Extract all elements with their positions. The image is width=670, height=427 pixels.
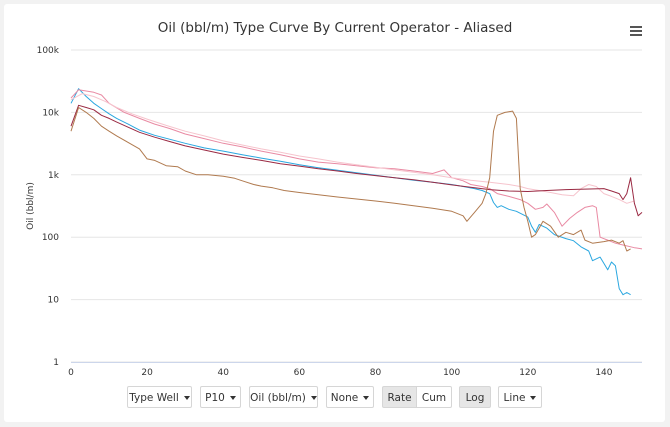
cum-label: Cum (421, 392, 447, 404)
series-line-2 (70, 89, 643, 250)
chart-title: Oil (bbl/m) Type Curve By Current Operat… (157, 20, 513, 36)
x-tick-label: 20 (141, 368, 153, 378)
cum-toggle-button[interactable]: Cum (417, 386, 452, 408)
y-tick-label: 10k (42, 108, 59, 118)
rate-label: Rate (387, 392, 412, 404)
y-tick-label: 1k (48, 171, 60, 181)
series-line-3 (70, 93, 635, 204)
x-tick-label: 60 (294, 368, 306, 378)
y-tick-label: 100 (42, 233, 59, 243)
y-tick-label: 1 (53, 358, 59, 368)
log-label: Log (465, 392, 485, 404)
normalize-dropdown[interactable]: None (326, 386, 374, 408)
menu-icon[interactable] (628, 24, 644, 38)
rate-toggle-button[interactable]: Rate (382, 386, 417, 408)
type-well-dropdown[interactable]: Type Well (127, 386, 192, 408)
x-tick-label: 120 (519, 368, 536, 378)
percentile-dropdown[interactable]: P10 (200, 386, 241, 408)
x-tick-label: 40 (218, 368, 230, 378)
chevron-down-icon (183, 396, 190, 400)
x-tick-label: 140 (595, 368, 612, 378)
y-tick-label: 100k (37, 46, 60, 56)
chevron-down-icon (363, 396, 370, 400)
type-well-label: Type Well (129, 392, 179, 404)
line-style-dropdown[interactable]: Line (498, 386, 542, 408)
metric-label: Oil (bbl/m) (250, 392, 306, 404)
metric-dropdown[interactable]: Oil (bbl/m) (249, 386, 318, 408)
y-tick-label: 10 (48, 296, 60, 306)
log-toggle-button[interactable]: Log (459, 386, 491, 408)
series-line-4 (70, 104, 643, 217)
normalize-label: None (330, 392, 359, 404)
series-line-5 (70, 107, 631, 252)
y-axis-title: Oil (bbl/m) (26, 182, 36, 230)
chevron-down-icon (229, 396, 236, 400)
percentile-label: P10 (205, 392, 225, 404)
line-style-label: Line (503, 392, 526, 404)
chevron-down-icon (310, 396, 317, 400)
x-tick-label: 0 (68, 368, 74, 378)
x-tick-label: 100 (443, 368, 460, 378)
series-line-1 (70, 88, 631, 296)
x-tick-label: 80 (370, 368, 382, 378)
chevron-down-icon (530, 396, 537, 400)
